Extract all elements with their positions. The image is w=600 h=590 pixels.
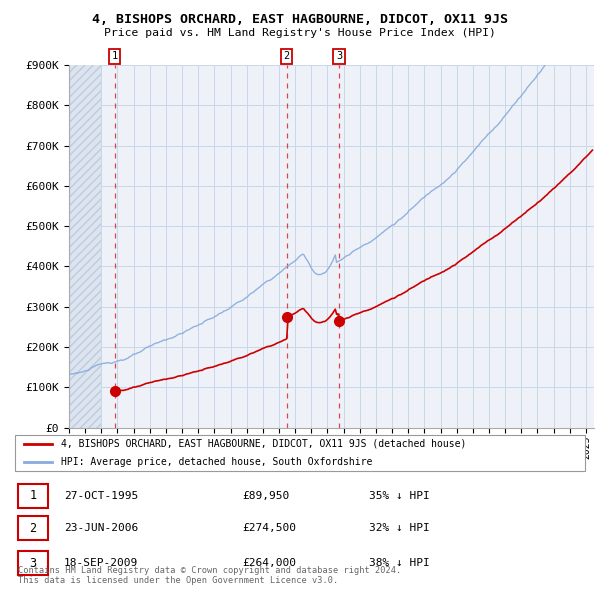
Text: 4, BISHOPS ORCHARD, EAST HAGBOURNE, DIDCOT, OX11 9JS (detached house): 4, BISHOPS ORCHARD, EAST HAGBOURNE, DIDC…: [61, 439, 466, 449]
Text: 1: 1: [29, 489, 36, 502]
Text: 3: 3: [336, 51, 342, 61]
Text: Price paid vs. HM Land Registry's House Price Index (HPI): Price paid vs. HM Land Registry's House …: [104, 28, 496, 38]
Text: 1: 1: [112, 51, 118, 61]
Text: 38% ↓ HPI: 38% ↓ HPI: [369, 558, 430, 568]
Bar: [18, 551, 48, 575]
Text: HPI: Average price, detached house, South Oxfordshire: HPI: Average price, detached house, Sout…: [61, 457, 373, 467]
Text: 2: 2: [29, 522, 36, 535]
Text: 2: 2: [284, 51, 290, 61]
Text: £264,000: £264,000: [242, 558, 296, 568]
Text: 27-OCT-1995: 27-OCT-1995: [64, 491, 138, 501]
Text: 3: 3: [29, 557, 36, 570]
Bar: [18, 484, 48, 507]
Text: 23-JUN-2006: 23-JUN-2006: [64, 523, 138, 533]
Text: Contains HM Land Registry data © Crown copyright and database right 2024.
This d: Contains HM Land Registry data © Crown c…: [18, 566, 401, 585]
Text: 32% ↓ HPI: 32% ↓ HPI: [369, 523, 430, 533]
Bar: [69, 65, 101, 428]
Bar: [18, 516, 48, 540]
Text: £274,500: £274,500: [242, 523, 296, 533]
Text: 4, BISHOPS ORCHARD, EAST HAGBOURNE, DIDCOT, OX11 9JS: 4, BISHOPS ORCHARD, EAST HAGBOURNE, DIDC…: [92, 13, 508, 26]
Text: 35% ↓ HPI: 35% ↓ HPI: [369, 491, 430, 501]
Text: £89,950: £89,950: [242, 491, 290, 501]
Text: 18-SEP-2009: 18-SEP-2009: [64, 558, 138, 568]
